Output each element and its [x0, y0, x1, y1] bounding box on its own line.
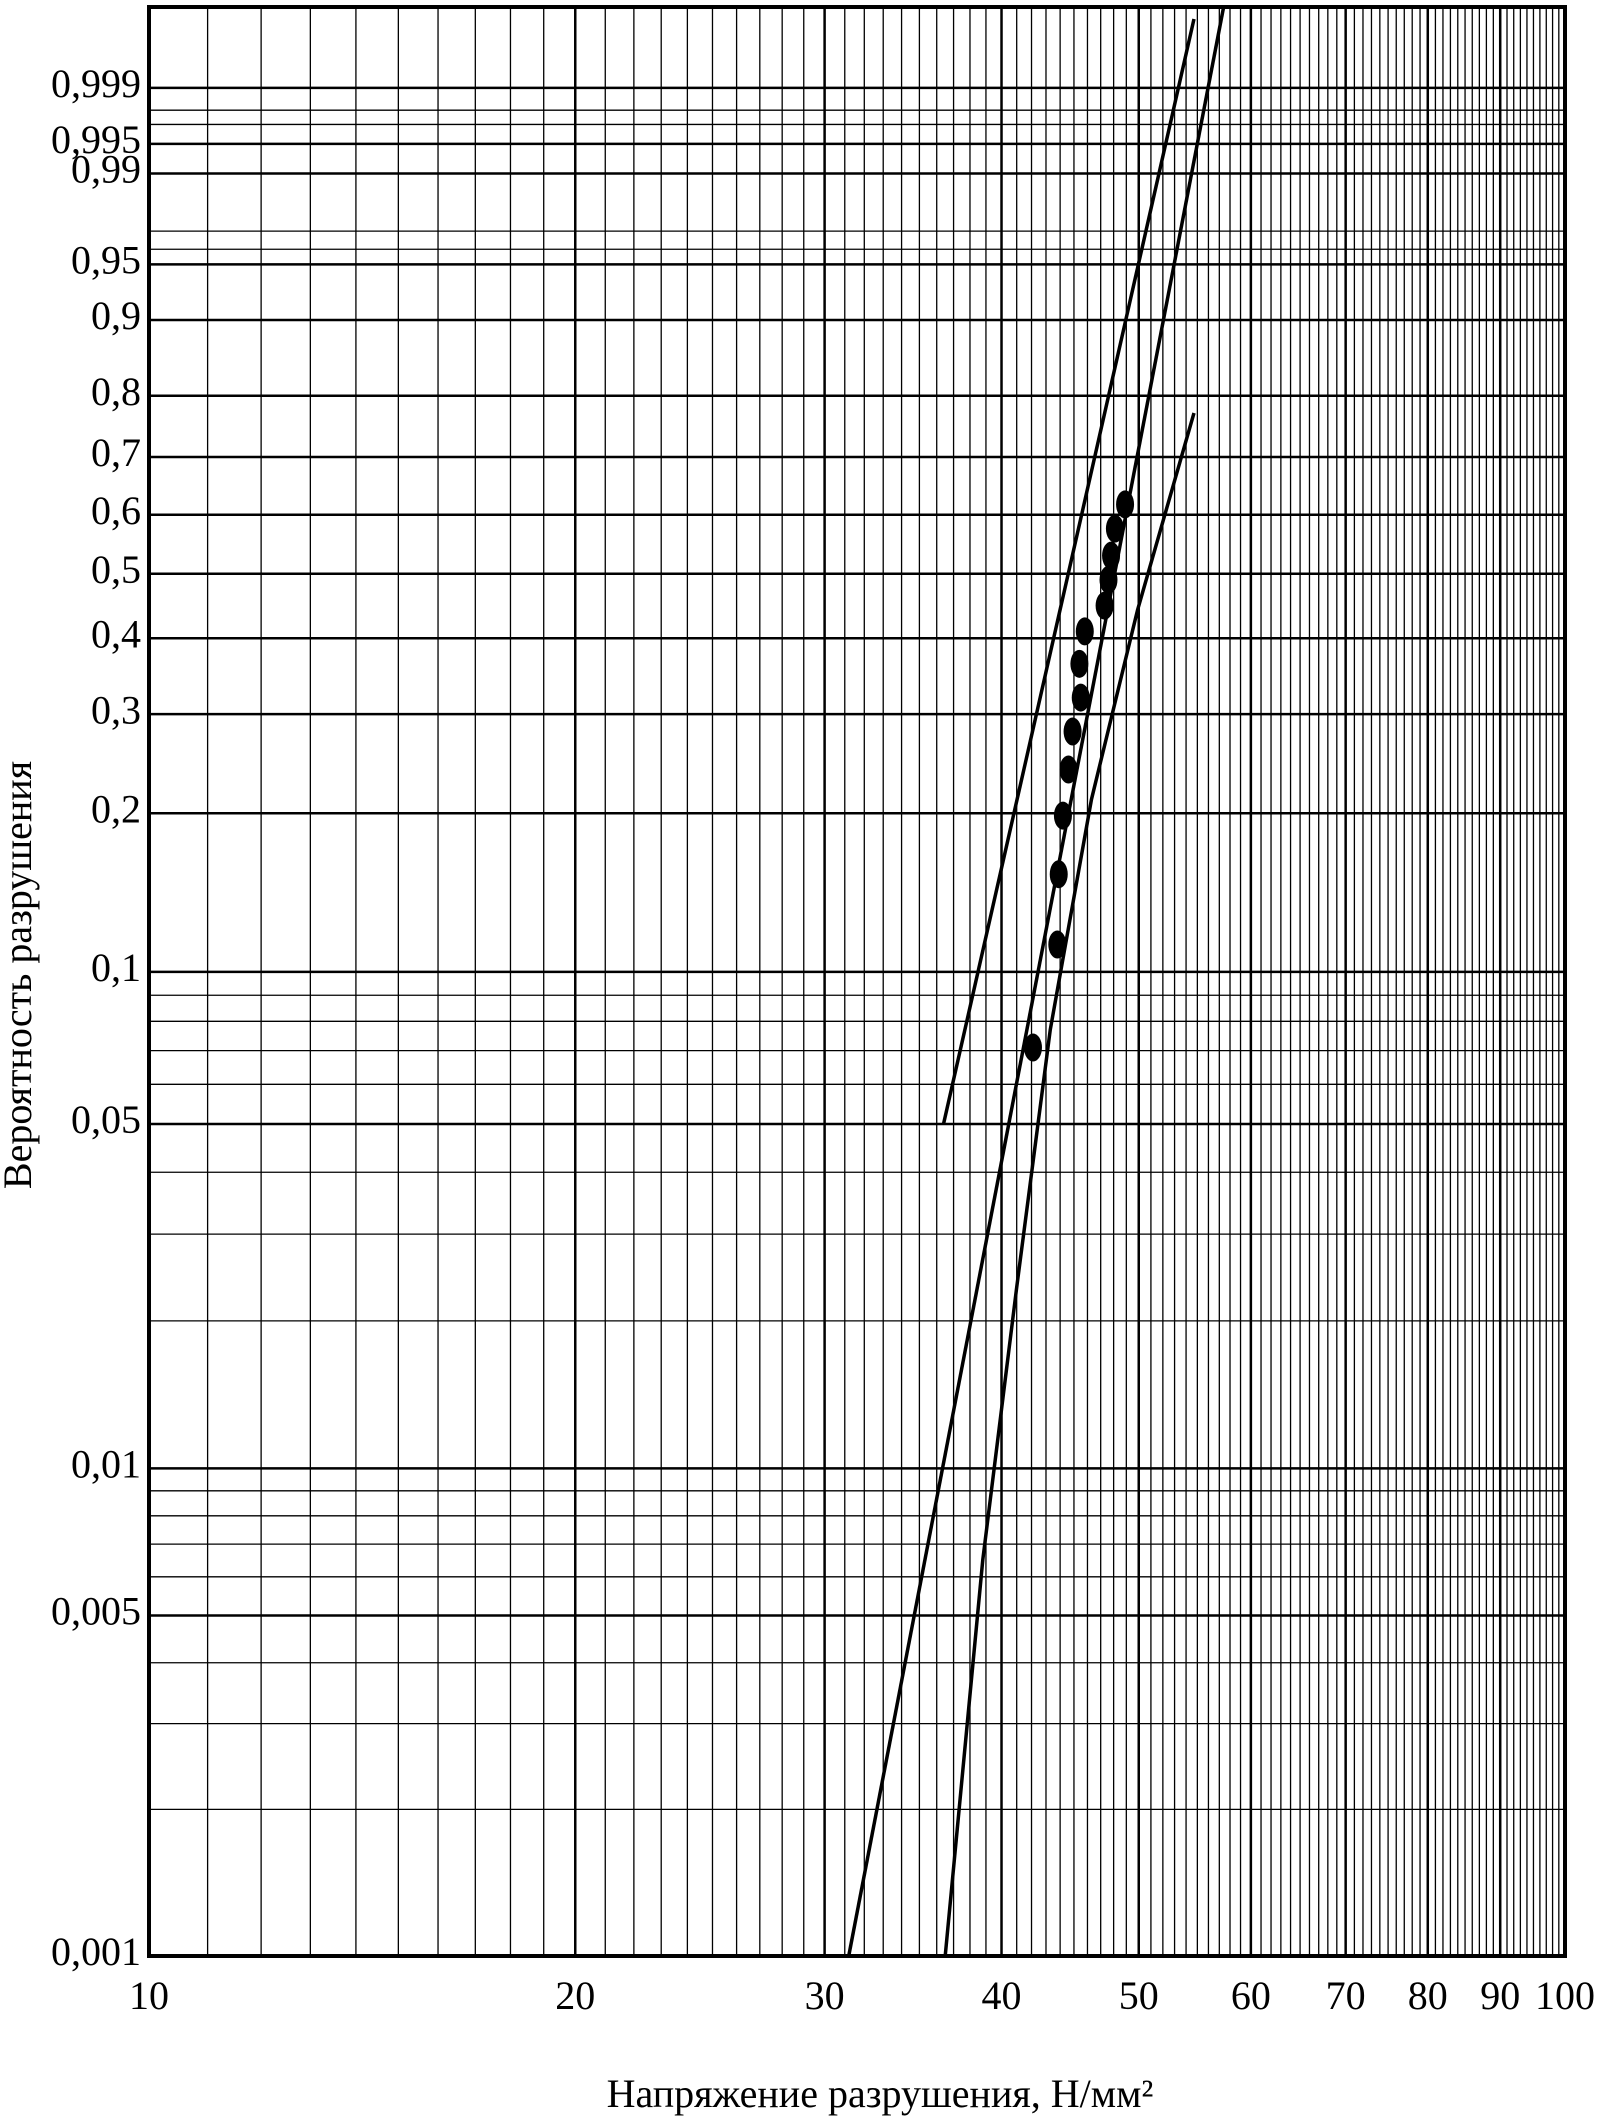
y-tick-label: 0,6	[91, 488, 141, 533]
x-tick-label: 70	[1326, 1973, 1366, 2018]
fit-line	[943, 412, 1196, 1957]
x-tick-label: 90	[1480, 1973, 1520, 2018]
y-tick-label: 0,9	[91, 293, 141, 338]
data-point	[1071, 683, 1090, 712]
data-point	[1102, 541, 1121, 570]
data-point	[1075, 617, 1094, 646]
data-point	[1105, 514, 1124, 543]
data-point	[1023, 1033, 1042, 1062]
y-tick-label: 0,95	[71, 238, 141, 283]
data-point	[1099, 565, 1118, 594]
x-tick-label: 20	[555, 1973, 595, 2018]
x-tick-label: 30	[805, 1973, 845, 2018]
y-axis-label: Вероятность разрушения	[0, 761, 40, 1189]
data-point	[1070, 649, 1089, 678]
x-tick-label: 60	[1231, 1973, 1271, 2018]
x-tick-label: 80	[1408, 1973, 1448, 2018]
plot-frame	[147, 5, 1567, 1958]
x-tick-label: 50	[1119, 1973, 1159, 2018]
x-tick-label: 10	[129, 1973, 169, 2018]
fit-line	[941, 18, 1196, 1125]
y-tick-label: 0,8	[91, 369, 141, 414]
y-tick-label: 0,3	[91, 687, 141, 732]
x-axis-label: Напряжение разрушения, Н/мм²	[607, 2071, 1154, 2116]
data-point	[1049, 860, 1068, 889]
y-tick-label: 0,001	[51, 1929, 141, 1974]
data-point	[1059, 755, 1078, 784]
data-point	[1063, 717, 1082, 746]
y-tick-label: 0,005	[51, 1589, 141, 1634]
y-tick-label: 0,99	[71, 147, 141, 192]
y-tick-label: 0,05	[71, 1097, 141, 1142]
data-point	[1048, 930, 1067, 959]
data-point	[1053, 801, 1072, 830]
y-tick-label: 0,2	[91, 786, 141, 831]
y-tick-label: 0,1	[91, 945, 141, 990]
y-tick-label: 0,995	[51, 117, 141, 162]
data-point	[1116, 490, 1135, 519]
y-tick-label: 0,5	[91, 547, 141, 592]
data-point	[1095, 591, 1114, 620]
x-tick-label: 100	[1535, 1973, 1595, 2018]
y-tick-label: 0,7	[91, 430, 141, 475]
y-tick-label: 0,4	[91, 611, 141, 656]
x-tick-label: 40	[982, 1973, 1022, 2018]
y-tick-label: 0,01	[71, 1442, 141, 1487]
y-tick-label: 0,999	[51, 61, 141, 106]
fit-line	[847, 6, 1226, 1957]
